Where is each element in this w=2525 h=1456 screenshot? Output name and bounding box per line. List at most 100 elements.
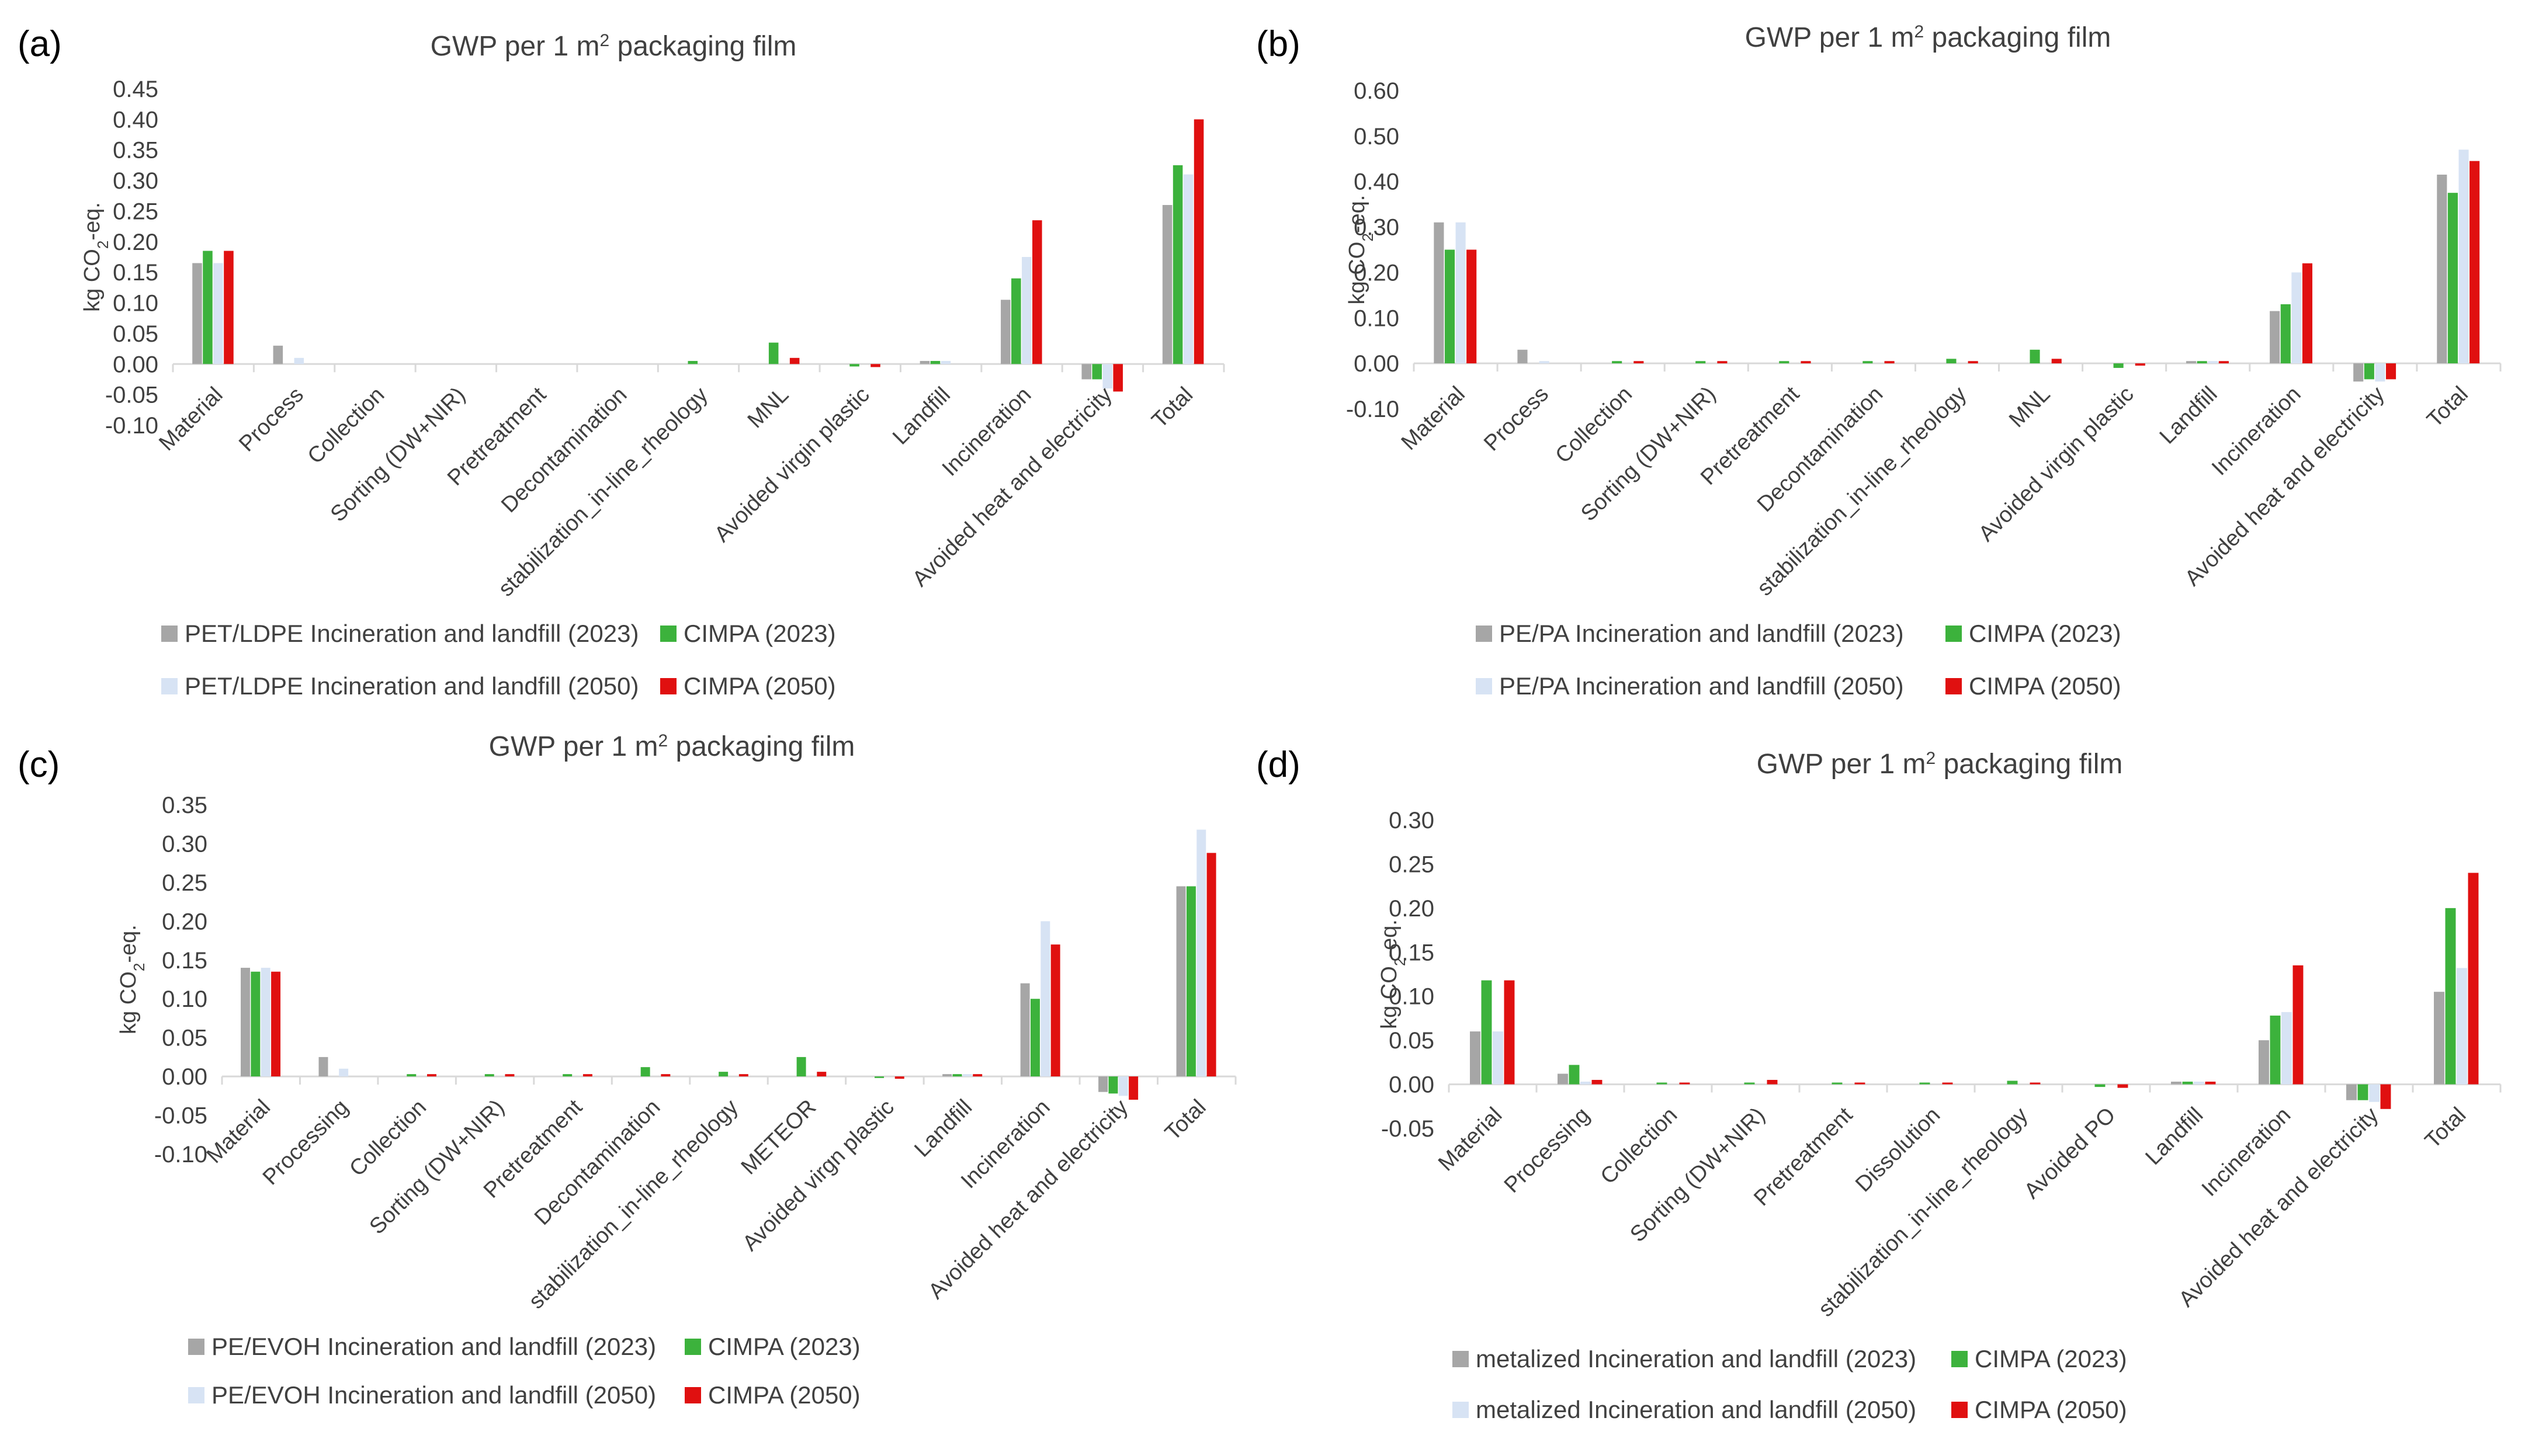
panel-label: (d) — [1256, 745, 1300, 785]
x-tick-label: Process — [234, 383, 308, 457]
bar — [1183, 174, 1194, 364]
y-tick-label: 0.05 — [113, 321, 158, 347]
chart-title-superscript: 2 — [1914, 22, 1924, 41]
bar — [427, 1074, 436, 1077]
x-tick-label: Material — [154, 383, 227, 456]
bar — [1767, 1080, 1778, 1085]
bar — [2281, 1012, 2292, 1085]
chart-title-text: GWP per 1 m — [1745, 22, 1914, 53]
bar — [1455, 222, 1466, 364]
y-tick-label: 0.15 — [113, 260, 158, 286]
bar — [1129, 1076, 1139, 1100]
bar — [1946, 359, 1957, 364]
y-tick-label: -0.10 — [154, 1142, 207, 1167]
bar — [2369, 1084, 2380, 1102]
bar — [875, 1076, 885, 1078]
x-tick-label: Landfill — [2141, 1103, 2208, 1170]
x-tick-label: Total — [1147, 383, 1198, 433]
legend-label: metalized Incineration and landfill (202… — [1476, 1345, 1916, 1372]
bar — [688, 361, 698, 364]
bar — [1173, 165, 1183, 364]
bar — [1942, 1082, 1953, 1085]
legend-swatch — [1951, 1351, 1968, 1367]
bar — [973, 1074, 983, 1077]
x-tick-label: Total — [2420, 1103, 2471, 1153]
legend-label: PE/PA Incineration and landfill (2050) — [1499, 672, 1904, 700]
bar — [894, 1076, 904, 1079]
y-axis-label-text: -eq. — [1345, 195, 1369, 233]
y-tick-label: 0.00 — [1389, 1072, 1434, 1098]
x-tick-label: MNL — [2004, 382, 2055, 432]
bar — [2468, 873, 2479, 1085]
bar — [339, 1068, 349, 1077]
x-tick-label: Sorting (DW+NIR) — [365, 1095, 509, 1239]
bar — [1744, 1082, 1755, 1085]
bar — [318, 1057, 328, 1077]
bar — [2447, 193, 2458, 364]
bar — [1854, 1082, 1865, 1085]
x-tick-label: Incineration — [2197, 1103, 2296, 1201]
bar — [192, 263, 202, 364]
bar — [2445, 908, 2456, 1085]
bar — [1194, 119, 1204, 364]
bar — [1717, 361, 1728, 364]
bar — [1919, 1082, 1930, 1085]
y-tick-label: 0.35 — [113, 138, 158, 164]
bar — [942, 1074, 952, 1077]
x-tick-label: Landfill — [2155, 382, 2222, 449]
legend-swatch — [660, 678, 677, 694]
legend-swatch — [660, 626, 677, 642]
panel-label: (c) — [18, 745, 60, 785]
bar — [2113, 363, 2124, 368]
bar — [2292, 965, 2304, 1085]
x-tick-label: Avoided PO — [2020, 1103, 2121, 1204]
bar — [2457, 968, 2467, 1085]
x-tick-label: Dissolution — [1851, 1103, 1945, 1197]
bar — [1801, 361, 1811, 364]
y-tick-label: 0.30 — [113, 168, 158, 194]
y-tick-label: 0.10 — [113, 291, 158, 317]
y-tick-label: 0.15 — [1389, 940, 1434, 965]
bar — [1092, 364, 1102, 380]
bar — [640, 1067, 650, 1077]
y-tick-label: 0.40 — [1354, 169, 1399, 195]
legend-swatch — [161, 678, 178, 694]
bar — [203, 251, 213, 364]
bar — [251, 971, 261, 1077]
x-tick-label: Avoided virgin plastic — [710, 383, 875, 547]
y-axis-label: kg CO2-eq. — [116, 925, 148, 1034]
y-tick-label: 0.20 — [1354, 260, 1399, 286]
bar — [2375, 363, 2385, 382]
x-tick-label: Material — [1434, 1103, 1507, 1176]
x-tick-label: Collection — [303, 383, 390, 469]
bar — [1470, 1031, 1480, 1085]
bar — [2357, 1084, 2368, 1100]
legend-label: CIMPA (2050) — [1969, 672, 2121, 700]
bar — [870, 364, 880, 367]
y-tick-label: -0.10 — [105, 413, 158, 439]
legend-label: CIMPA (2023) — [708, 1333, 861, 1360]
bar — [1001, 300, 1011, 364]
y-axis-label-text: kg CO — [116, 971, 141, 1034]
bar — [1504, 980, 1515, 1085]
panel-a: (a) GWP per 1 m2 packaging film kg CO2-eq… — [0, 0, 1256, 727]
y-tick-label: 0.05 — [162, 1026, 207, 1051]
bar — [1113, 364, 1123, 392]
y-tick-label: 0.45 — [113, 77, 158, 102]
y-axis-label-text: kg CO — [1345, 242, 1369, 305]
bar — [2186, 361, 2197, 364]
x-tick-label: Process — [1479, 382, 1553, 456]
y-axis-label-subscript: 2 — [94, 241, 112, 249]
bar — [1832, 1082, 1843, 1085]
y-tick-label: 0.20 — [1389, 896, 1434, 922]
chart-title-text: GWP per 1 m — [489, 731, 658, 762]
bar — [849, 364, 859, 367]
x-tick-label: Collection — [1596, 1103, 1683, 1189]
bar — [1862, 361, 1873, 364]
legend-swatch — [1945, 678, 1962, 694]
bar — [719, 1072, 729, 1077]
y-axis-label-text: kg CO — [1377, 966, 1402, 1029]
bar — [2353, 363, 2364, 382]
bar — [1020, 983, 1030, 1077]
